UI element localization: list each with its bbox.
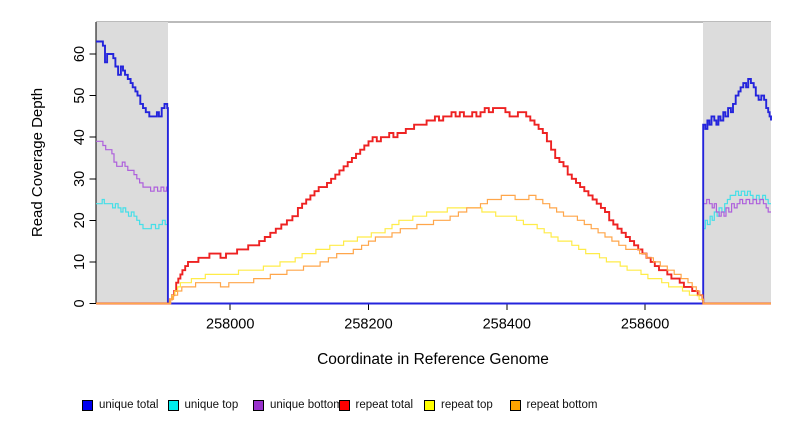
legend-label-repeat-bottom: repeat bottom xyxy=(526,399,598,411)
legend-item-unique-top: unique top xyxy=(167,399,239,411)
legend-label-unique-bottom: unique bottom xyxy=(270,399,343,411)
y-tick-label: 50 xyxy=(72,88,88,104)
series-repeat-total-line xyxy=(96,107,771,305)
legend-item-repeat-top: repeat top xyxy=(424,399,493,411)
y-tick-label: 10 xyxy=(72,254,88,270)
legend-label-repeat-total: repeat total xyxy=(355,399,414,411)
legend-item-unique-total: unique total xyxy=(82,399,158,411)
legend-label-unique-top: unique top xyxy=(184,399,239,411)
legend-swatch-repeat-bottom xyxy=(509,399,521,411)
coverage-plot-canvas: 258000 258200 258400 258600 0 10 20 30 40 50 60 xyxy=(72,21,772,333)
legend-swatch-repeat-top xyxy=(424,399,435,411)
series-unique-total-line xyxy=(96,40,772,305)
y-tick-label: 20 xyxy=(72,212,88,228)
legend-swatch-repeat-total xyxy=(338,399,350,411)
y-tick-label: 30 xyxy=(72,171,88,187)
x-tick-label: 258400 xyxy=(483,317,531,333)
legend-label-repeat-top: repeat top xyxy=(441,399,493,411)
legend-swatch-unique-total xyxy=(82,399,93,411)
y-tick-label: 60 xyxy=(72,46,88,62)
y-tick-label: 0 xyxy=(72,299,88,307)
legend-item-repeat-total: repeat total xyxy=(338,399,414,411)
y-axis-label: Read Coverage Depth xyxy=(29,87,46,238)
x-tick-label: 258600 xyxy=(621,317,669,333)
legend-label-unique-total: unique total xyxy=(99,399,159,411)
series-unique-top-line xyxy=(96,190,771,305)
legend: unique total unique top unique bottom repea… xyxy=(82,399,742,417)
x-tick-label: 258200 xyxy=(344,317,392,333)
legend-swatch-unique-bottom xyxy=(253,399,264,411)
series-repeat-top-line xyxy=(96,207,771,305)
legend-item-unique-bottom: unique bottom xyxy=(253,399,343,411)
x-tick-label: 258000 xyxy=(206,317,254,333)
legend-swatch-unique-top xyxy=(167,399,179,411)
x-axis-label: Coordinate in Reference Genome xyxy=(317,351,549,368)
series-repeat-bottom-line xyxy=(96,194,771,305)
y-tick-label: 40 xyxy=(72,129,88,145)
shaded-region-1 xyxy=(703,22,771,304)
shaded-region-0 xyxy=(96,22,168,304)
legend-item-repeat-bottom: repeat bottom xyxy=(509,399,598,411)
series-unique-bottom-line xyxy=(96,140,771,305)
